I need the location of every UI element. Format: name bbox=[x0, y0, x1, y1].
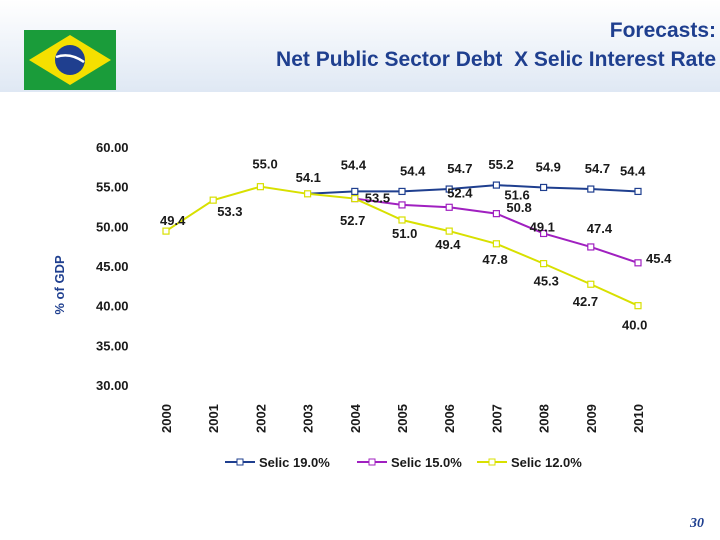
x-tick-label: 2007 bbox=[489, 404, 504, 433]
data-label: 54.1 bbox=[296, 170, 321, 185]
data-label: 54.4 bbox=[341, 157, 367, 172]
slide-title: Forecasts: Net Public Sector Debt X Seli… bbox=[276, 16, 716, 74]
series-marker bbox=[492, 210, 500, 218]
y-tick-label: 35.00 bbox=[96, 338, 129, 353]
data-label: 51.6 bbox=[504, 188, 529, 203]
x-axis-ticks: 2000 2001 2002 2003 2004 2005 2006 2007 2008 2009… bbox=[159, 403, 646, 433]
data-label: 54.9 bbox=[536, 159, 561, 174]
series-marker bbox=[492, 181, 500, 189]
series-marker bbox=[492, 240, 500, 248]
data-label: 54.7 bbox=[585, 161, 610, 176]
data-label: 54.4 bbox=[620, 163, 646, 178]
flag-blue-globe bbox=[55, 45, 85, 75]
x-tick-label: 2005 bbox=[395, 404, 410, 433]
y-axis-ticks: 60.00 55.00 50.00 45.00 40.00 35.00 30.00 bbox=[96, 140, 129, 393]
data-label: 55.0 bbox=[252, 157, 277, 172]
y-tick-label: 40.00 bbox=[96, 299, 129, 314]
series-marker bbox=[634, 259, 642, 267]
series-line-1 bbox=[307, 184, 639, 195]
y-tick-label: 60.00 bbox=[96, 140, 129, 155]
legend-swatch-marker bbox=[368, 458, 376, 466]
y-tick-label: 30.00 bbox=[96, 378, 129, 393]
data-label: 52.7 bbox=[340, 213, 365, 228]
series-marker bbox=[539, 229, 548, 238]
data-label: 52.4 bbox=[447, 185, 473, 200]
series-markers bbox=[162, 181, 642, 310]
data-label: 47.4 bbox=[587, 221, 613, 236]
series-marker bbox=[209, 196, 217, 204]
series-marker bbox=[398, 216, 406, 224]
title-line-1: Forecasts: bbox=[609, 19, 716, 42]
x-tick-label: 2003 bbox=[301, 404, 316, 433]
series-marker bbox=[445, 227, 453, 235]
data-label: 53.5 bbox=[365, 191, 390, 206]
series-marker bbox=[398, 201, 406, 209]
x-tick-label: 2008 bbox=[537, 404, 552, 433]
x-tick-label: 2004 bbox=[348, 403, 363, 433]
data-label: 53.3 bbox=[217, 204, 242, 219]
data-label: 50.8 bbox=[506, 200, 531, 215]
x-tick-label: 2006 bbox=[442, 404, 457, 433]
y-tick-label: 45.00 bbox=[96, 259, 129, 274]
flag-band bbox=[55, 54, 85, 64]
legend-swatch-marker bbox=[488, 458, 496, 466]
data-label: 51.0 bbox=[392, 226, 417, 241]
series-marker bbox=[398, 187, 406, 196]
series-marker bbox=[587, 185, 595, 193]
series-marker bbox=[351, 187, 359, 196]
x-tick-label: 2002 bbox=[253, 404, 268, 433]
data-label: 49.4 bbox=[435, 237, 461, 252]
data-label: 54.4 bbox=[400, 163, 426, 178]
header-band bbox=[0, 0, 720, 92]
series-marker bbox=[587, 280, 595, 288]
x-tick-label: 2001 bbox=[206, 404, 221, 433]
y-tick-label: 55.00 bbox=[96, 180, 129, 195]
data-label: 40.0 bbox=[622, 318, 647, 333]
data-label: 55.2 bbox=[488, 157, 513, 172]
page-number: 30 bbox=[690, 516, 704, 531]
series-marker bbox=[539, 183, 548, 192]
series-marker bbox=[445, 203, 453, 211]
series-marker bbox=[351, 194, 359, 203]
legend-label: Selic 12.0% bbox=[511, 455, 582, 470]
series-marker bbox=[445, 185, 453, 193]
data-label: 49.1 bbox=[530, 219, 555, 234]
data-label: 42.7 bbox=[573, 294, 598, 309]
y-axis-label: % of GDP bbox=[52, 255, 67, 315]
data-label: 45.4 bbox=[646, 251, 672, 266]
x-tick-label: 2010 bbox=[631, 404, 646, 433]
legend-label: Selic 19.0% bbox=[259, 455, 330, 470]
y-tick-label: 50.00 bbox=[96, 219, 129, 234]
series-marker bbox=[162, 227, 170, 235]
brazil-flag-icon bbox=[24, 30, 116, 90]
x-tick-label: 2009 bbox=[584, 404, 599, 433]
series-marker bbox=[634, 302, 642, 310]
data-label: 49.4 bbox=[160, 213, 186, 228]
legend-swatch-marker bbox=[236, 458, 244, 466]
data-label: 47.8 bbox=[482, 252, 507, 267]
x-tick-label: 2000 bbox=[159, 404, 174, 433]
data-label: 45.3 bbox=[534, 274, 559, 289]
legend-label: Selic 15.0% bbox=[391, 455, 462, 470]
series-marker bbox=[256, 183, 264, 191]
data-labels: 54.1 54.4 54.4 54.7 55.2 54.9 54.7 54.4 53.552.7… bbox=[160, 157, 672, 333]
series-marker bbox=[634, 187, 642, 196]
title-line-2: Net Public Sector Debt X Selic Interest … bbox=[276, 48, 716, 71]
series-marker bbox=[587, 243, 595, 251]
series-marker bbox=[539, 260, 548, 268]
legend: Selic 19.0% Selic 15.0% Selic 12.0% bbox=[225, 455, 582, 470]
data-label: 54.7 bbox=[447, 161, 472, 176]
series-marker bbox=[304, 190, 312, 198]
